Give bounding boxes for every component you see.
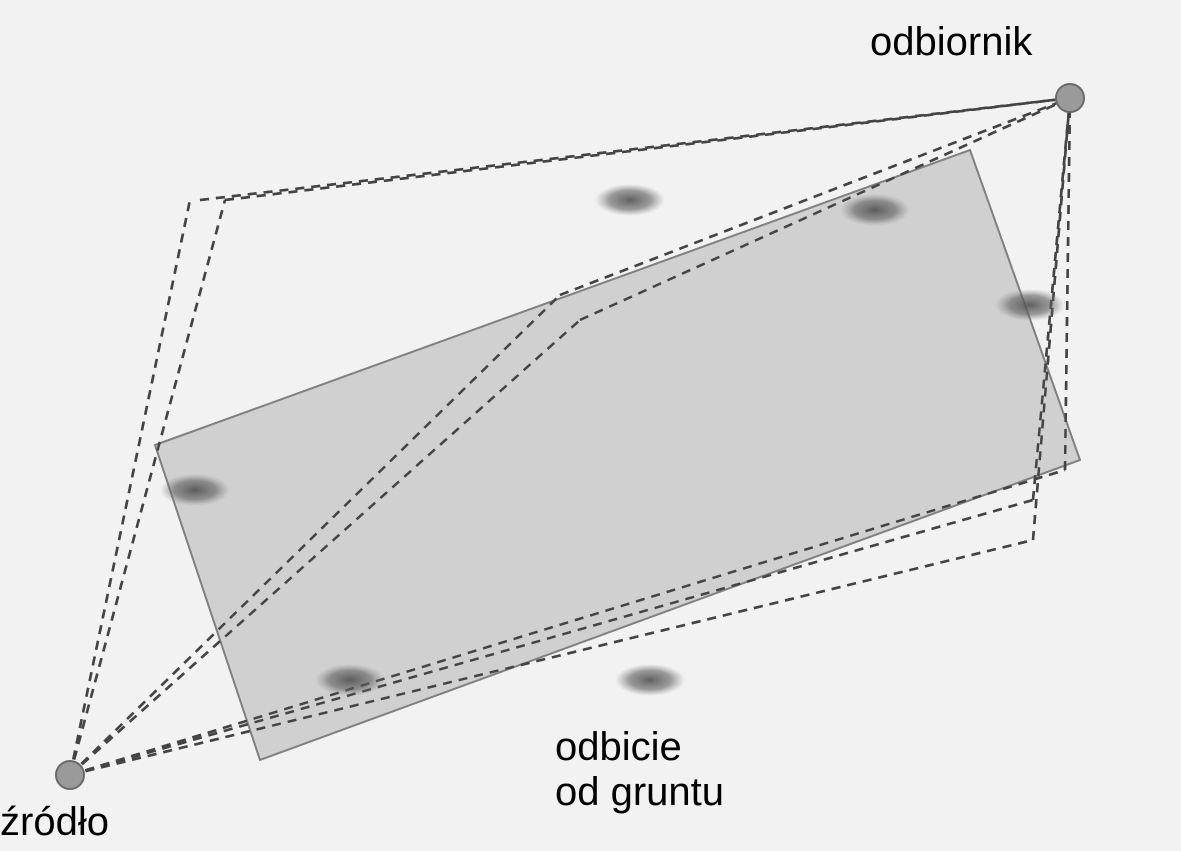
receiver-node [1056,84,1084,112]
ground-spot [315,664,385,696]
ground-spot [615,664,685,696]
source-label: źródło [0,800,109,845]
ground-reflection-label: odbicie od gruntu [555,725,724,815]
ground-spot [995,289,1065,321]
ground-spot [160,474,230,506]
receiver-label: odbiornik [870,20,1032,65]
source-node [56,761,84,789]
ground-spot [595,184,665,216]
ground-spot [840,194,910,226]
diagram-canvas [0,0,1181,851]
